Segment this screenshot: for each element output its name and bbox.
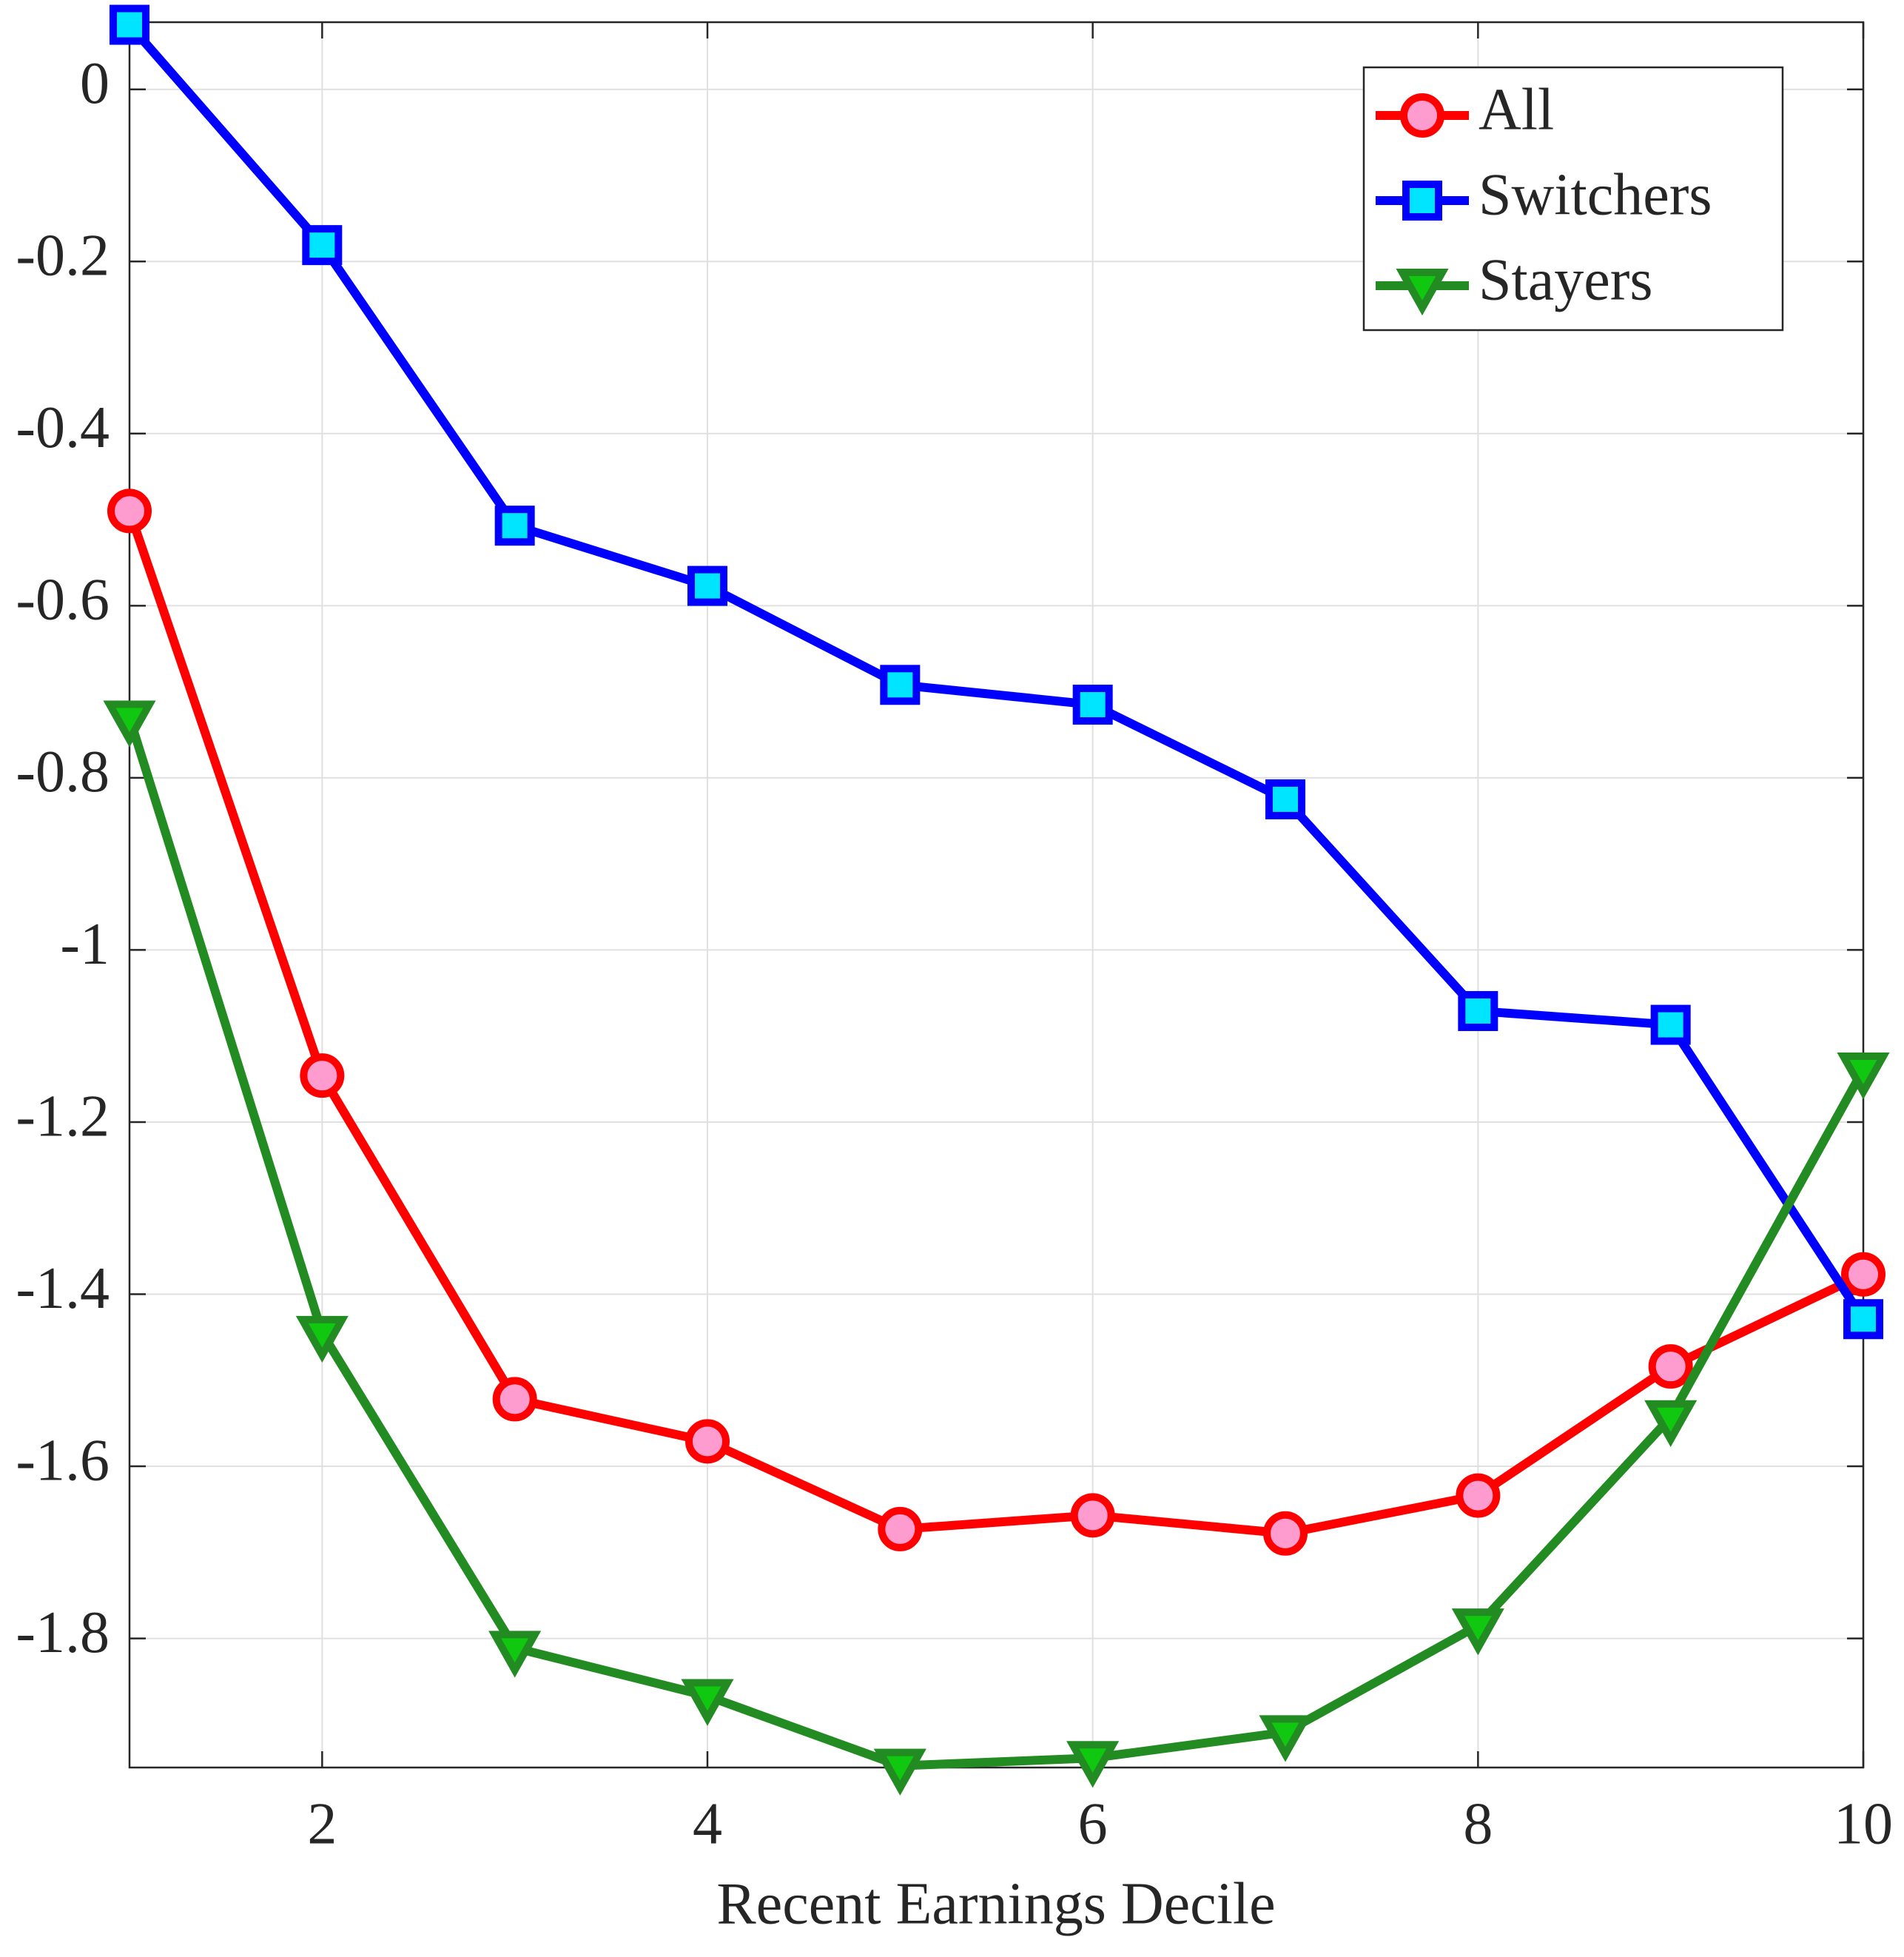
marker — [1265, 779, 1305, 819]
y-tick-label: -0.8 — [16, 739, 110, 805]
marker — [1263, 1511, 1308, 1556]
marker — [1648, 1344, 1693, 1389]
legend-marker — [1396, 269, 1449, 316]
y-tick-label: -1.4 — [16, 1256, 110, 1321]
x-tick-label: 2 — [307, 1791, 337, 1856]
marker — [687, 565, 727, 606]
marker — [488, 1631, 542, 1678]
marker — [685, 1419, 730, 1464]
marker — [873, 1748, 926, 1796]
y-tick-label: -0.6 — [16, 568, 110, 633]
x-tick-label: 6 — [1078, 1791, 1108, 1856]
marker — [1259, 1715, 1312, 1762]
x-axis-label: Recent Earnings Decile — [716, 1871, 1275, 1936]
x-tick-label: 4 — [693, 1791, 722, 1856]
marker — [1644, 1400, 1698, 1447]
marker — [1650, 1004, 1691, 1045]
marker — [494, 506, 535, 546]
y-tick-label: 0 — [80, 51, 110, 116]
series-line — [125, 509, 1866, 1538]
x-tick-label: 10 — [1834, 1791, 1893, 1856]
marker — [110, 4, 149, 45]
marker — [1451, 1608, 1504, 1656]
marker — [880, 665, 921, 705]
marker — [1066, 1741, 1120, 1788]
marker — [492, 1377, 537, 1422]
marker — [1070, 1493, 1115, 1538]
x-tick-label: 8 — [1463, 1791, 1493, 1856]
y-tick-label: -0.4 — [16, 395, 110, 460]
legend-marker — [1402, 181, 1442, 221]
marker — [302, 225, 343, 266]
marker — [1456, 1473, 1501, 1518]
marker — [1072, 685, 1113, 725]
marker — [1458, 990, 1498, 1031]
marker — [107, 489, 152, 534]
legend-label: All — [1479, 77, 1554, 142]
marker — [878, 1506, 923, 1551]
y-tick-label: -1.8 — [16, 1600, 110, 1665]
y-tick-label: -0.2 — [16, 224, 110, 289]
marker — [1837, 1053, 1890, 1100]
y-tick-label: -1 — [60, 912, 110, 977]
marker — [300, 1053, 345, 1098]
marker — [1841, 1252, 1886, 1297]
y-tick-label: -1.2 — [16, 1084, 110, 1149]
marker — [1843, 1299, 1883, 1340]
legend-label: Switchers — [1479, 162, 1712, 227]
legend-label: Stayers — [1479, 247, 1653, 312]
marker — [295, 1315, 349, 1363]
plot-frame — [128, 21, 1865, 1769]
legend-marker — [1400, 93, 1444, 138]
series-line — [126, 21, 1868, 1322]
series-line — [125, 716, 1868, 1770]
marker — [103, 700, 156, 748]
y-tick-label: -1.6 — [16, 1428, 110, 1493]
marker — [681, 1679, 734, 1726]
